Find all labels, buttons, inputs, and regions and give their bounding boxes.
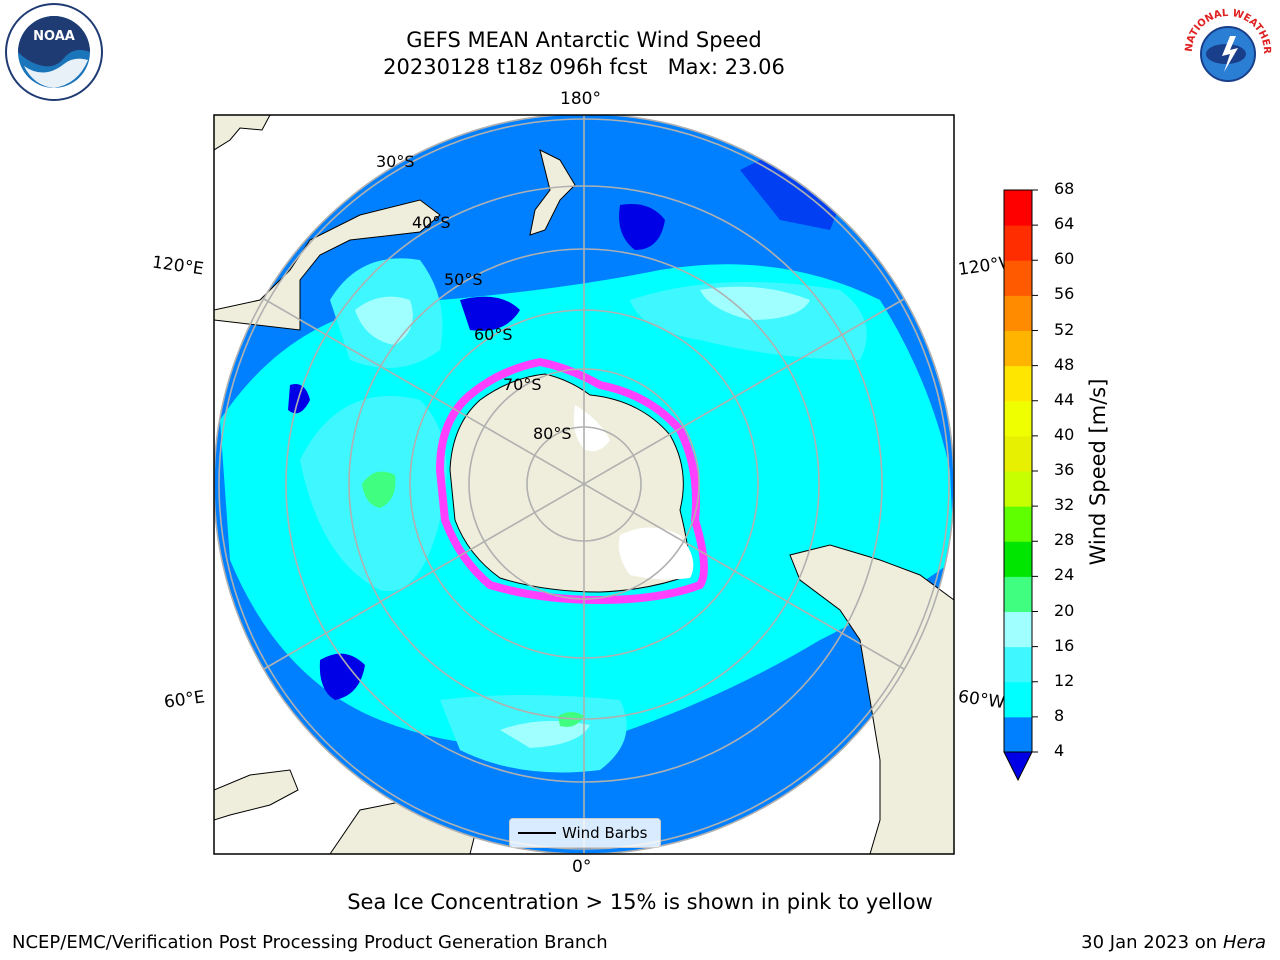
lon-label-180: 180° (560, 89, 601, 109)
footer-host: Hera (1222, 932, 1266, 953)
wind-barb-legend-line (518, 832, 556, 834)
colorbar-tick-label: 48 (1054, 354, 1075, 374)
sea-ice-caption: Sea Ice Concentration > 15% is shown in … (347, 890, 933, 914)
colorbar-segment (1004, 471, 1032, 507)
noaa-logo: NOAA (5, 3, 103, 101)
colorbar-segment (1004, 365, 1032, 402)
colorbar-tick-label: 28 (1054, 530, 1075, 550)
lat-label-40s: 40°S (412, 213, 451, 232)
colorbar-tick-label: 64 (1054, 214, 1075, 234)
lat-label-60s: 60°S (474, 325, 513, 344)
colorbar-tick-label: 36 (1054, 460, 1075, 479)
colorbar-segment (1004, 611, 1032, 648)
colorbar-tick-label: 32 (1054, 495, 1075, 515)
colorbar-tick-label: 68 (1054, 179, 1075, 198)
footer-date: 30 Jan 2023 on Hera (1081, 932, 1266, 953)
colorbar-segment (1004, 681, 1032, 718)
colorbar-tick-label: 12 (1054, 670, 1075, 690)
lat-label-30s: 30°S (376, 152, 415, 171)
footer-credit: NCEP/EMC/Verification Post Processing Pr… (12, 932, 608, 953)
noaa-logo-text: NOAA (33, 29, 75, 44)
colorbar-segment (1004, 435, 1032, 472)
colorbar-segment (1004, 330, 1032, 367)
colorbar-tick-label: 8 (1054, 705, 1065, 725)
colorbar-tick-label: 4 (1054, 741, 1065, 760)
footer-date-text: 30 Jan 2023 on (1081, 932, 1223, 953)
colorbar-segment (1004, 506, 1032, 542)
colorbar-tick-label: 60 (1054, 249, 1075, 269)
colorbar-segment (1004, 260, 1032, 296)
wind-barb-legend-label: Wind Barbs (562, 824, 648, 842)
chart-subtitle: 20230128 t18z 096h fcst Max: 23.06 (383, 55, 785, 79)
colorbar-extend-triangle (1003, 751, 1033, 782)
colorbar-title: Wind Speed [m/s] (1086, 378, 1110, 566)
lon-label-0: 0° (572, 857, 592, 877)
colorbar-segment (1004, 716, 1032, 753)
map-legend: Wind Barbs (509, 818, 661, 848)
colorbar-segment (1004, 541, 1032, 577)
colorbar-segment (1004, 190, 1032, 226)
colorbar-tick-label: 24 (1054, 565, 1075, 585)
lat-label-80s: 80°S (533, 424, 572, 443)
colorbar-segment (1004, 225, 1032, 261)
colorbar-segment (1004, 295, 1032, 331)
colorbar-tick-label: 44 (1054, 389, 1075, 409)
colorbar-segment (1004, 576, 1032, 612)
chart-title: GEFS MEAN Antarctic Wind Speed (406, 28, 762, 52)
lat-label-70s: 70°S (503, 375, 542, 394)
colorbar-tick-label: 56 (1054, 284, 1075, 304)
nws-logo: NATIONAL WEATHER SERVICE (1178, 2, 1275, 99)
colorbar-tick-label: 20 (1054, 600, 1075, 620)
lat-label-50s: 50°S (444, 270, 483, 289)
colorbar-tick-label: 52 (1054, 319, 1075, 339)
colorbar-segment (1004, 400, 1032, 437)
colorbar-tick-label: 40 (1054, 424, 1075, 444)
colorbar-tick-label: 16 (1054, 635, 1075, 655)
colorbar-segment (1004, 646, 1032, 683)
